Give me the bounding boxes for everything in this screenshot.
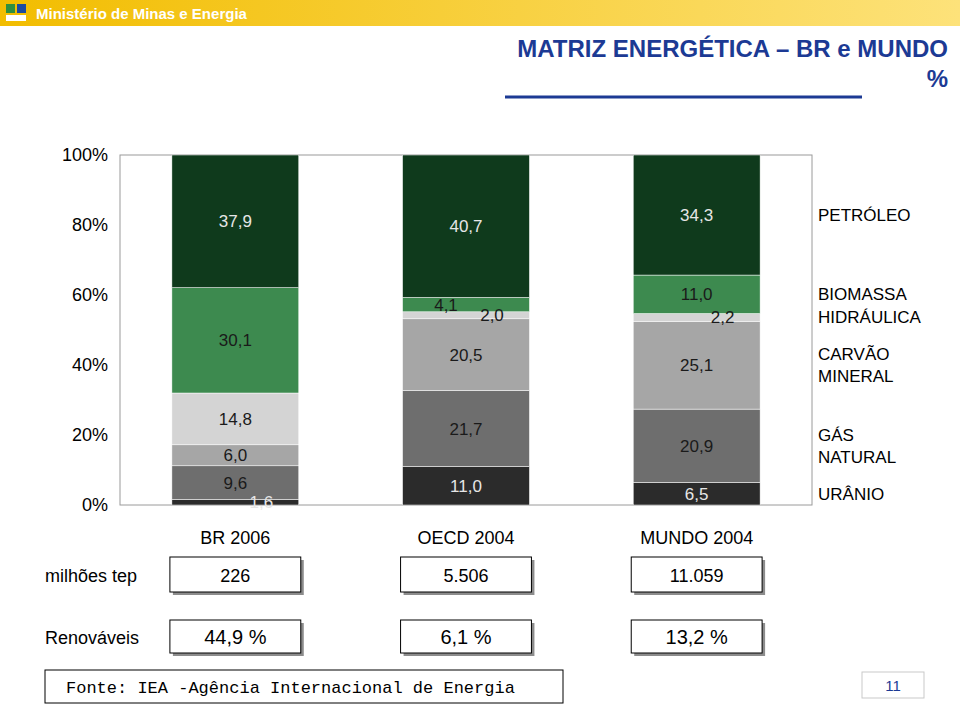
chart-svg: Ministério de Minas e Energia MATRIZ ENER… xyxy=(0,0,960,705)
data-label: 21,7 xyxy=(449,420,482,439)
legend-line: GÁS xyxy=(818,426,854,445)
x-tick-label: BR 2006 xyxy=(200,528,270,548)
bar-segment xyxy=(403,319,530,391)
bar-segment xyxy=(172,466,299,500)
source: Fonte: IEA -Agência Internacional de Ene… xyxy=(66,679,515,698)
logo xyxy=(17,4,26,13)
legend-line: HIDRÁULICA xyxy=(818,308,922,327)
data-label: 11,0 xyxy=(681,285,713,304)
bar-segment xyxy=(633,321,760,409)
logo xyxy=(6,4,15,13)
data-label: 4,1 xyxy=(434,296,458,315)
page-box xyxy=(862,672,924,698)
row-value: 6,1 % xyxy=(440,626,491,648)
data-label: 25,1 xyxy=(680,356,713,375)
row-box xyxy=(401,620,532,653)
y-tick-label: 20% xyxy=(72,425,108,445)
title: MATRIZ ENERGÉTICA – BR e MUNDO xyxy=(517,35,948,62)
bar-segment xyxy=(633,482,760,505)
legend-entry: PETRÓLEO xyxy=(818,206,911,225)
title-rule xyxy=(505,96,862,99)
header-text: Ministério de Minas e Energia xyxy=(36,5,248,22)
bar-segment xyxy=(633,314,760,322)
bar-segment xyxy=(403,467,530,506)
data-label: 20,9 xyxy=(680,437,713,456)
y-tick-label: 80% xyxy=(72,215,108,235)
row-box xyxy=(631,557,762,592)
bar-segment xyxy=(403,297,530,311)
data-label: 40,7 xyxy=(449,217,482,236)
y-tick-label: 0% xyxy=(82,495,108,515)
row-value: 226 xyxy=(220,566,250,586)
row-value: 44,9 % xyxy=(204,626,266,648)
y-tick-label: 60% xyxy=(72,285,108,305)
x-tick-label: OECD 2004 xyxy=(417,528,514,548)
bar-segment xyxy=(403,312,530,319)
data-label: 20,5 xyxy=(449,346,482,365)
data-label: 2,0 xyxy=(480,306,504,325)
row-box xyxy=(170,620,301,653)
bars xyxy=(172,155,760,505)
bar-segment xyxy=(403,391,530,467)
bar-segment xyxy=(633,409,760,482)
bar-segment xyxy=(633,155,760,275)
header-band xyxy=(0,0,960,26)
bar-segment xyxy=(172,445,299,466)
legend-line: MINERAL xyxy=(818,367,894,386)
bar-segment xyxy=(172,155,299,288)
row-value: 13,2 % xyxy=(666,626,728,648)
bar-segment xyxy=(403,155,530,297)
row-label: Renováveis xyxy=(45,628,139,648)
data-label: 30,1 xyxy=(219,331,252,350)
row-box xyxy=(401,557,532,592)
data-label: 14,8 xyxy=(219,410,252,429)
bar-segment xyxy=(172,499,299,505)
data-label: 6,0 xyxy=(224,446,248,465)
page-number: 11 xyxy=(885,677,901,694)
legend-line: NATURAL xyxy=(818,448,896,467)
y-tick-label: 40% xyxy=(72,355,108,375)
data-label: 2,2 xyxy=(711,308,735,327)
legend-line: CARVÃO xyxy=(818,345,890,364)
row-value: 5.506 xyxy=(443,566,488,586)
bar-segment xyxy=(172,393,299,445)
legend-line: PETRÓLEO xyxy=(818,206,911,225)
data-label: 37,9 xyxy=(219,212,252,231)
logo xyxy=(6,15,26,21)
source-box xyxy=(45,670,563,703)
legend-entry: HIDRÁULICA xyxy=(818,308,922,327)
legend-entry: BIOMASSA xyxy=(818,285,907,304)
y-tick-label: 100% xyxy=(62,145,108,165)
plot-frame xyxy=(120,155,812,505)
legend-entry: URÂNIO xyxy=(818,485,884,504)
data-label: 9,6 xyxy=(224,474,248,493)
row-label: milhões tep xyxy=(45,566,137,586)
subtitle: % xyxy=(927,65,948,92)
legend-entry: GÁS NATURAL xyxy=(818,426,896,467)
legend-line: BIOMASSA xyxy=(818,285,907,304)
row-box xyxy=(170,557,301,592)
data-labels: 1,69,6 6,0 14,8 30,1 37,9 11,0 21,7 20,5 2,0 4,1 4… xyxy=(219,206,735,512)
data-label: 1,6 xyxy=(250,493,274,512)
legend-line: URÂNIO xyxy=(818,485,884,504)
data-label: 34,3 xyxy=(680,206,713,225)
bar-segment xyxy=(633,275,760,314)
bar-segment xyxy=(172,288,299,393)
row-box xyxy=(631,620,762,653)
row-value: 11.059 xyxy=(670,566,724,586)
legend-entry: CARVÃO MINERAL xyxy=(818,345,894,386)
x-tick-label: MUNDO 2004 xyxy=(640,528,753,548)
data-label: 6,5 xyxy=(685,485,709,504)
data-label: 11,0 xyxy=(450,477,482,496)
